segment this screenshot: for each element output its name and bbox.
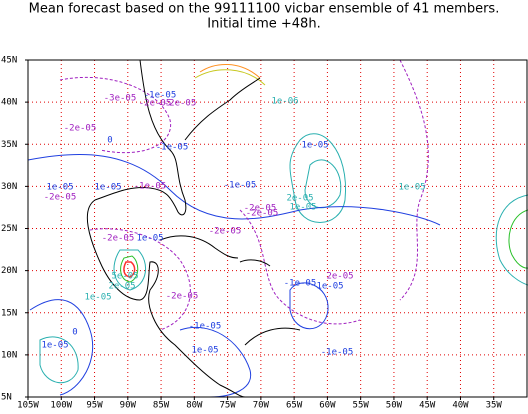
contour-label: -1e-05 [284, 279, 317, 289]
contour [27, 153, 441, 226]
coast [244, 327, 301, 346]
contour-label: -2e-05 [166, 292, 199, 302]
x-tick-label: 105W [17, 401, 39, 411]
contour-label: 1e-05 [94, 183, 121, 193]
contour [304, 159, 342, 209]
contour [123, 261, 136, 278]
contour [399, 59, 429, 301]
y-tick-label: 15N [1, 308, 17, 318]
contours [27, 59, 528, 398]
x-tick-label: 50W [386, 401, 403, 411]
contour [59, 76, 172, 154]
contour-label: 2e-05 [108, 282, 135, 292]
contour-label: 1e-05 [398, 183, 425, 193]
contour-label: 5e-05 [111, 272, 138, 282]
contour [113, 249, 146, 291]
contour [508, 209, 528, 269]
contour-label: 2e-05 [286, 194, 313, 204]
contour-label: 1e-05 [316, 282, 343, 292]
title-line: Mean forecast based on the 99111100 vicb… [29, 2, 500, 17]
contour-label: -2e-05 [246, 209, 279, 219]
x-tick-label: 65W [286, 401, 303, 411]
y-tick-label: 25N [1, 224, 17, 234]
contour [179, 326, 252, 398]
contour-label: -2e-05 [244, 204, 277, 214]
contour [199, 63, 261, 79]
contour [239, 209, 361, 325]
x-tick-label: 35W [486, 401, 503, 411]
contour-label: -1e-05 [134, 182, 167, 192]
contour-label: 1e-05 [289, 203, 316, 213]
contour-label: 1e-05 [84, 293, 111, 303]
contour-label: 2e-05 [326, 272, 353, 282]
coast [159, 235, 239, 259]
contour-label: 0 [72, 328, 77, 338]
coast [184, 77, 261, 141]
contour [289, 133, 347, 223]
y-tick-label: 45N [1, 56, 17, 66]
x-tick-label: 40W [452, 401, 469, 411]
contour-label: 1e-05 [46, 183, 73, 193]
contour [89, 228, 191, 331]
coast [86, 59, 246, 398]
title-line: Initial time +48h. [207, 17, 320, 32]
contour-label: 1e-06 [271, 97, 298, 107]
x-tick-label: 100W [50, 401, 72, 411]
contour [289, 282, 329, 330]
coast [239, 259, 271, 267]
x-tick-label: 90W [120, 401, 137, 411]
y-tick-label: 30N [1, 182, 17, 192]
contour-label: 1e-05 [301, 141, 328, 151]
contour-label: -1e-05 [224, 181, 257, 191]
contour-label: -3e-05 [104, 94, 137, 104]
contour-label: 1e-05 [136, 234, 163, 244]
contour-label: -1e-05 [144, 91, 177, 101]
x-tick-label: 75W [219, 401, 236, 411]
coastline [86, 59, 301, 398]
contour-label: 0 [107, 136, 112, 146]
contour [194, 69, 266, 86]
contour-label: -2e-05 [209, 227, 242, 237]
contour-label: -2e-05 [44, 193, 77, 203]
contour [495, 194, 528, 286]
y-tick-label: 5N [1, 393, 12, 403]
contour [120, 255, 139, 283]
contour-label: 1e-05 [191, 346, 218, 356]
x-tick-label: 70W [253, 401, 270, 411]
x-tick-label: 55W [353, 401, 370, 411]
y-tick-label: 10N [1, 350, 17, 360]
y-tick-label: 35N [1, 140, 17, 150]
y-tick-label: 20N [1, 266, 17, 276]
contour-label: -2e-05 [164, 99, 197, 109]
contour-label: 1e-05 [41, 341, 68, 351]
contour-label: -2e-05 [139, 99, 172, 109]
x-tick-label: 80W [186, 401, 203, 411]
x-tick-label: 85W [153, 401, 170, 411]
contour-label: -2e-05 [102, 234, 135, 244]
contour [29, 299, 94, 396]
contour-label: -1e-05 [189, 322, 222, 332]
contour-label: -1e-05 [156, 143, 189, 153]
x-tick-label: 45W [419, 401, 436, 411]
contour-label: -2e-05 [64, 124, 97, 134]
x-tick-label: 95W [86, 401, 103, 411]
contour-label: -1e-05 [321, 348, 354, 358]
x-tick-label: 60W [319, 401, 336, 411]
contour [39, 336, 79, 384]
grid [27, 59, 527, 398]
y-tick-label: 40N [1, 98, 17, 108]
